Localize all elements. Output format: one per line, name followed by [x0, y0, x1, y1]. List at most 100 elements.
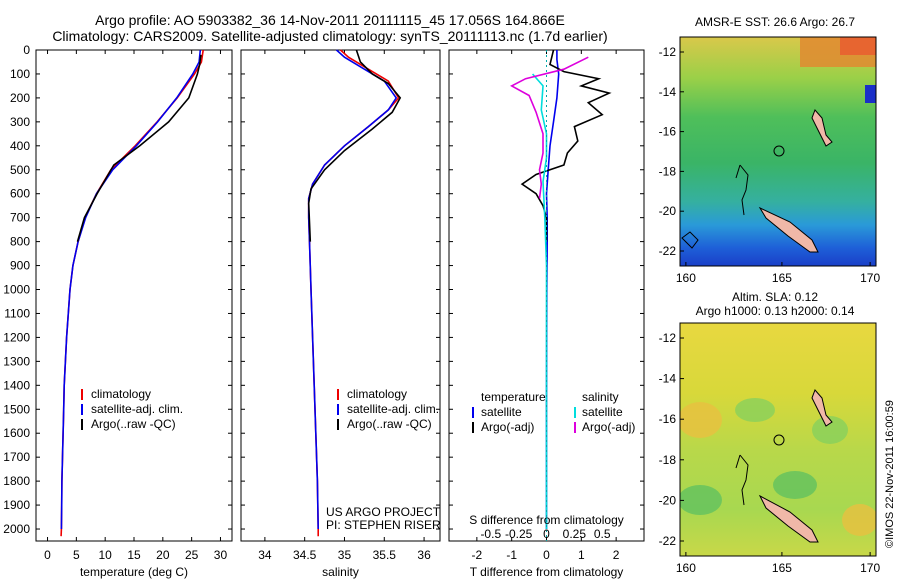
sst-map: AMSR-E SST: 26.6 Argo: 26.7 160 165 170 -12…	[659, 15, 881, 285]
temperature-xtick-label: 30	[214, 548, 228, 562]
diff-legend-title-salinity: salinity	[582, 390, 619, 404]
depth-tick-label: 1800	[3, 474, 30, 488]
diff-legend-label-salinity: Argo(-adj)	[582, 420, 635, 434]
salinity-legend-label: satellite-adj. clim.	[347, 402, 439, 416]
difference-series-t-argo-adj-	[520, 49, 612, 242]
difference-xtick-label: 2	[613, 548, 620, 562]
depth-tick-label: 900	[10, 259, 30, 273]
difference-series-s-satellite	[531, 73, 548, 529]
salinity-profile-panel: 34 34.5 35 35.5 36 salinity climatologysatelli…	[240, 49, 441, 579]
depth-tick-label: 400	[10, 139, 30, 153]
imos-credit: ©IMOS 22-Nov-2011 16:00:59	[884, 400, 896, 548]
salinity-xtick-label: 34	[258, 548, 272, 562]
argo-float-position-sla	[773, 434, 785, 446]
reef-outline-2	[681, 231, 699, 249]
sla-low-patch-2	[812, 416, 848, 444]
s-difference-label: S difference from climatology	[469, 513, 624, 527]
s-difference-tick-label: 0	[543, 527, 550, 541]
vanuatu-islands	[811, 109, 833, 147]
figure-title-line1: Argo profile: AO 5903382_36 14-Nov-2011 …	[95, 12, 565, 28]
diff-legend-label-temperature: satellite	[481, 405, 522, 419]
depth-tick-label: 1100	[4, 306, 30, 320]
salinity-xlabel: salinity	[322, 565, 359, 579]
new-caledonia-landmass	[758, 206, 819, 253]
depth-tick-label: 1300	[3, 354, 30, 368]
salinity-xtick-label: 34.5	[293, 548, 317, 562]
diff-legend-label-temperature: Argo(-adj)	[481, 420, 534, 434]
s-difference-tick-label: 0.25	[563, 527, 587, 541]
map-ytick-label: -14	[659, 85, 677, 99]
sst-field	[680, 37, 876, 266]
map-xtick-label: 160	[676, 271, 696, 285]
sst-hot-patch	[840, 37, 876, 55]
temperature-legend-label: satellite-adj. clim.	[91, 402, 183, 416]
depth-tick-label: 1600	[3, 426, 30, 440]
depth-tick-label: 1000	[3, 283, 30, 297]
depth-tick-label: 1200	[3, 330, 30, 344]
map-ytick-label: -20	[659, 204, 677, 218]
temperature-series-climatology	[60, 49, 204, 537]
salinity-xtick-label: 35	[338, 548, 352, 562]
difference-series-s-argo-adj-	[510, 56, 589, 199]
sla-low-patch-3	[680, 485, 722, 515]
temperature-xlabel: temperature (deg C)	[80, 565, 188, 579]
depth-tick-label: 300	[10, 115, 30, 129]
salinity-series-satellite-adj-clim-	[307, 49, 398, 530]
difference-series-t-satellite	[545, 50, 560, 529]
temperature-xtick-label: 10	[98, 548, 112, 562]
map-ytick-label: -16	[659, 412, 677, 426]
sla-map: Altim. SLA: 0.12 Argo h1000: 0.13 h2000:…	[659, 290, 881, 575]
depth-tick-label: 0	[23, 43, 30, 57]
difference-xtick-label: 1	[578, 548, 585, 562]
depth-tick-label: 1900	[3, 498, 30, 512]
temperature-legend-label: Argo(..raw -QC)	[91, 417, 176, 431]
map-ytick-label: -20	[659, 493, 677, 507]
salinity-series-argo-raw-qc-	[307, 49, 402, 242]
map-xtick-label: 170	[860, 561, 880, 575]
map-xtick-label: 165	[772, 271, 792, 285]
reef-outline	[735, 164, 749, 216]
map-ytick-label: -12	[659, 331, 677, 345]
s-difference-tick-label: -0.25	[505, 527, 533, 541]
sla-map-ticks: 160 165 170 -12 -14 -16 -18 -20 -22	[659, 331, 881, 575]
sla-map-title-line2: Argo h1000: 0.13 h2000: 0.14	[696, 304, 855, 318]
map-xtick-label: 170	[860, 271, 880, 285]
temperature-xtick-label: 25	[185, 548, 199, 562]
sst-map-frame	[679, 36, 877, 267]
map-ytick-label: -22	[659, 244, 677, 258]
reef-outline-sla	[735, 454, 749, 506]
sst-map-title: AMSR-E SST: 26.6 Argo: 26.7	[695, 15, 855, 29]
depth-tick-label: 100	[10, 67, 30, 81]
sla-high-patch-2	[842, 504, 876, 536]
sla-low-patch-4	[773, 471, 817, 499]
temperature-series-satellite-adj-clim-	[60, 49, 202, 530]
sla-map-title-line1: Altim. SLA: 0.12	[732, 290, 818, 304]
sst-map-ticks: 160 165 170 -12 -14 -16 -18 -20 -22	[659, 45, 881, 285]
sla-low-patch	[735, 398, 775, 422]
map-xtick-label: 165	[772, 561, 792, 575]
argo-float-position	[773, 145, 785, 157]
difference-profile-panel: -2 -1 0 1 2 T difference from climatology temp…	[448, 49, 645, 579]
salinity-axes-frame	[240, 49, 441, 542]
depth-tick-label: 2000	[3, 522, 30, 536]
temperature-xtick-label: 0	[44, 548, 51, 562]
depth-tick-label: 1500	[3, 402, 30, 416]
depth-tick-label: 600	[10, 187, 30, 201]
salinity-series-climatology	[307, 49, 400, 537]
temperature-xtick-label: 15	[127, 548, 141, 562]
map-ytick-label: -22	[659, 534, 677, 548]
temperature-legend-label: climatology	[91, 387, 151, 401]
map-ytick-label: -18	[659, 164, 677, 178]
map-ytick-label: -12	[659, 45, 677, 59]
new-caledonia-landmass-sla	[758, 494, 819, 543]
diff-legend-title-temperature: temperature	[481, 390, 546, 404]
temperature-series-argo-raw-qc-	[76, 54, 202, 242]
s-difference-tick-label: -0.5	[480, 527, 501, 541]
depth-tick-label: 700	[10, 211, 30, 225]
figure-title-line2: Climatology: CARS2009. Satellite-adjuste…	[52, 28, 608, 44]
sla-map-frame	[679, 322, 877, 557]
map-xtick-label: 160	[676, 561, 696, 575]
depth-tick-label: 800	[10, 235, 30, 249]
temperature-profile-panel: 0100200300400500600700800900100011001200…	[3, 43, 233, 579]
